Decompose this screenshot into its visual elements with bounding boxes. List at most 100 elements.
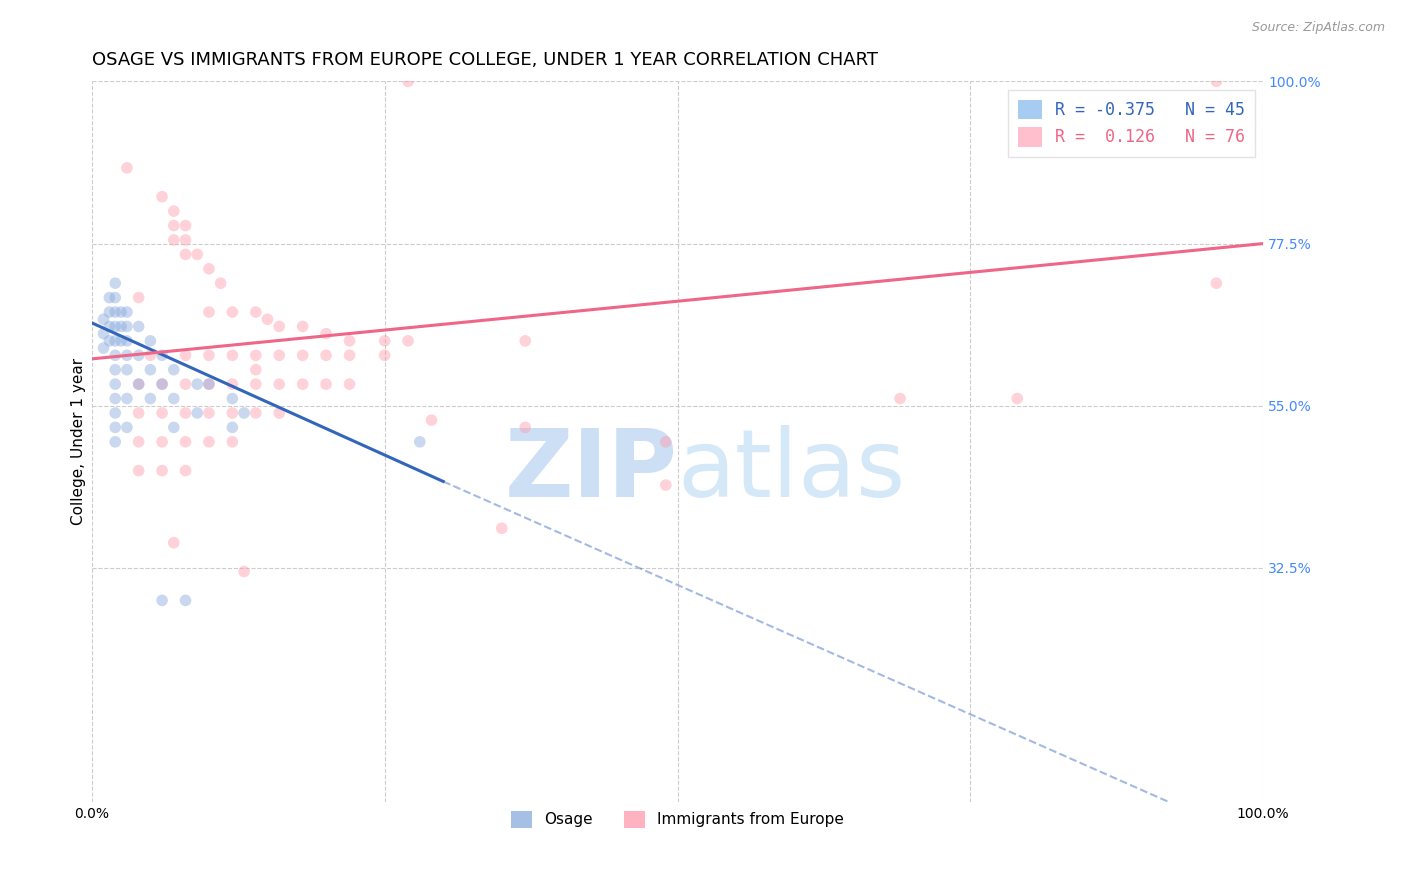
Point: [115, 161, 138, 175]
Point: [198, 434, 221, 449]
Point: [104, 420, 127, 434]
Point: [339, 377, 361, 392]
Point: [186, 247, 208, 261]
Point: [174, 593, 197, 607]
Point: [291, 348, 314, 362]
Point: [128, 319, 150, 334]
Point: [221, 348, 243, 362]
Point: [245, 305, 267, 319]
Point: [420, 413, 443, 427]
Point: [245, 348, 267, 362]
Point: [174, 348, 197, 362]
Y-axis label: College, Under 1 year: College, Under 1 year: [72, 359, 86, 525]
Point: [128, 464, 150, 478]
Point: [269, 406, 291, 420]
Point: [221, 420, 243, 434]
Point: [93, 312, 115, 326]
Point: [269, 348, 291, 362]
Point: [104, 406, 127, 420]
Point: [128, 406, 150, 420]
Point: [233, 406, 256, 420]
Point: [1005, 392, 1028, 406]
Point: [233, 565, 256, 579]
Point: [128, 377, 150, 392]
Point: [291, 319, 314, 334]
Point: [139, 392, 162, 406]
Point: [655, 478, 678, 492]
Point: [198, 406, 221, 420]
Point: [150, 377, 173, 392]
Point: [104, 434, 127, 449]
Point: [186, 377, 208, 392]
Point: [396, 74, 419, 88]
Point: [174, 434, 197, 449]
Point: [150, 464, 173, 478]
Point: [150, 434, 173, 449]
Point: [209, 276, 232, 290]
Text: OSAGE VS IMMIGRANTS FROM EUROPE COLLEGE, UNDER 1 YEAR CORRELATION CHART: OSAGE VS IMMIGRANTS FROM EUROPE COLLEGE,…: [91, 51, 877, 69]
Point: [163, 362, 186, 376]
Point: [269, 319, 291, 334]
Point: [198, 348, 221, 362]
Legend: Osage, Immigrants from Europe: Osage, Immigrants from Europe: [505, 805, 851, 834]
Point: [515, 420, 537, 434]
Point: [315, 377, 337, 392]
Point: [198, 261, 221, 276]
Point: [315, 348, 337, 362]
Point: [93, 341, 115, 355]
Point: [115, 348, 138, 362]
Point: [150, 377, 173, 392]
Point: [174, 406, 197, 420]
Point: [221, 377, 243, 392]
Point: [315, 326, 337, 341]
Point: [115, 420, 138, 434]
Point: [221, 434, 243, 449]
Point: [269, 377, 291, 392]
Point: [339, 348, 361, 362]
Point: [93, 326, 115, 341]
Point: [110, 319, 132, 334]
Point: [110, 334, 132, 348]
Point: [139, 348, 162, 362]
Point: [221, 406, 243, 420]
Point: [150, 190, 173, 204]
Point: [104, 392, 127, 406]
Point: [1205, 74, 1227, 88]
Point: [174, 233, 197, 247]
Point: [163, 204, 186, 219]
Point: [245, 406, 267, 420]
Point: [163, 219, 186, 233]
Point: [655, 434, 678, 449]
Point: [104, 305, 127, 319]
Point: [139, 334, 162, 348]
Point: [104, 319, 127, 334]
Point: [174, 247, 197, 261]
Point: [150, 406, 173, 420]
Point: [174, 219, 197, 233]
Point: [104, 276, 127, 290]
Point: [409, 434, 432, 449]
Point: [256, 312, 278, 326]
Point: [374, 334, 396, 348]
Point: [198, 377, 221, 392]
Point: [163, 392, 186, 406]
Point: [198, 377, 221, 392]
Point: [163, 233, 186, 247]
Point: [245, 362, 267, 376]
Point: [221, 305, 243, 319]
Text: ZIP: ZIP: [505, 425, 678, 516]
Point: [104, 291, 127, 305]
Point: [163, 535, 186, 549]
Point: [115, 362, 138, 376]
Point: [245, 377, 267, 392]
Point: [889, 392, 911, 406]
Point: [128, 291, 150, 305]
Point: [150, 593, 173, 607]
Point: [128, 377, 150, 392]
Point: [221, 392, 243, 406]
Point: [396, 334, 419, 348]
Point: [115, 319, 138, 334]
Point: [115, 305, 138, 319]
Point: [174, 377, 197, 392]
Point: [115, 392, 138, 406]
